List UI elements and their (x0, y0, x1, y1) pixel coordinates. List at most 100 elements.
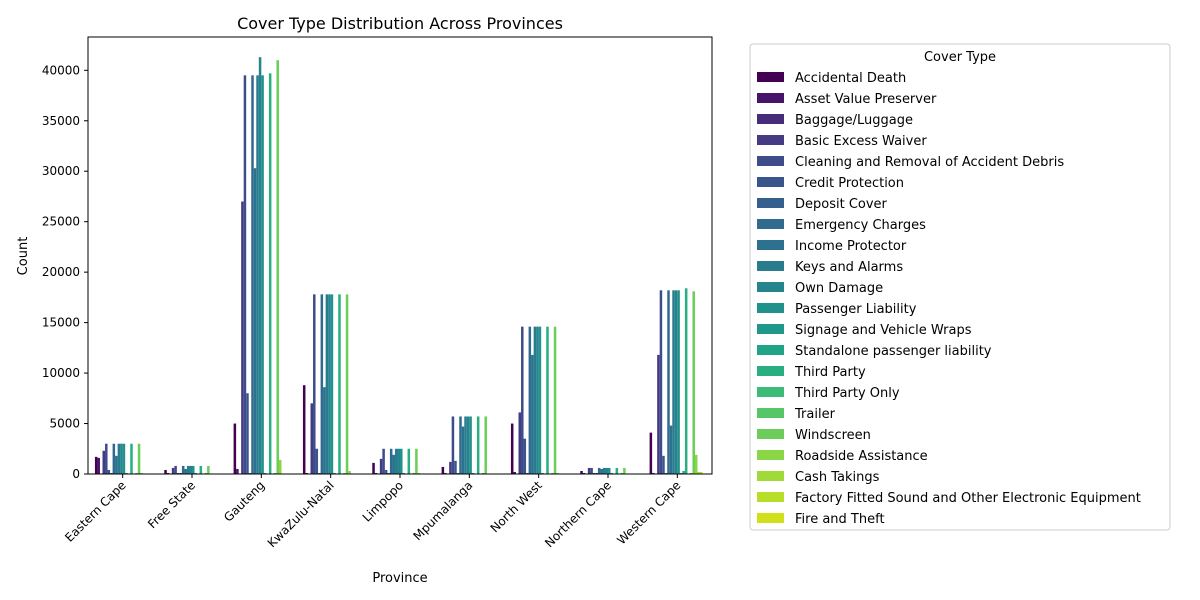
bar (125, 472, 128, 474)
x-axis: Eastern Cape Free State GautengKwaZulu-Nat… (62, 474, 683, 550)
bar (531, 354, 534, 474)
bar (348, 470, 351, 474)
legend-entry: Own Damage (795, 281, 883, 296)
bar (179, 472, 182, 474)
bar (587, 467, 591, 474)
bar (268, 73, 272, 474)
legend-entry: Roadside Assistance (795, 449, 928, 464)
bar (518, 412, 522, 474)
x-tick-label: Mpumalanga (410, 478, 475, 543)
bar (454, 460, 457, 474)
bar (602, 467, 606, 474)
legend-entry: Windscreen (795, 428, 871, 443)
bar (597, 467, 601, 474)
bar (700, 471, 703, 474)
bar (333, 472, 336, 474)
bar (400, 448, 403, 474)
bar (481, 472, 485, 474)
legend-swatch (757, 93, 784, 103)
bar (387, 472, 390, 474)
bar (459, 416, 462, 474)
legend-swatch (757, 492, 784, 502)
bar (600, 468, 603, 474)
bar (135, 472, 138, 474)
bar (412, 472, 416, 474)
legend-swatch (757, 387, 784, 397)
bar (330, 294, 334, 474)
bar (415, 448, 418, 474)
y-tick-label: 25000 (42, 215, 80, 229)
bar (328, 294, 331, 474)
bar (449, 461, 452, 474)
legend-swatch (757, 72, 784, 82)
legend-entry: Income Protector (795, 239, 907, 254)
y-tick-label: 20000 (42, 265, 80, 279)
bar (171, 467, 175, 474)
bar (199, 465, 203, 474)
bar (551, 472, 554, 474)
bar (526, 472, 529, 474)
x-tick-label: Gauteng (221, 478, 267, 524)
bar (464, 416, 467, 474)
legend-entry: Accidental Death (795, 71, 906, 86)
bar (273, 472, 277, 474)
bar (623, 467, 626, 474)
bar (189, 465, 192, 474)
bar (94, 456, 98, 474)
legend-entry: Signage and Vehicle Wraps (795, 323, 972, 338)
bar (402, 472, 406, 474)
bar (130, 443, 133, 474)
bar (417, 472, 421, 474)
legend-entry: Trailer (794, 407, 836, 422)
legend-swatch (757, 450, 784, 460)
legend-swatch (757, 135, 784, 145)
y-tick-label: 15000 (42, 316, 80, 330)
bar (397, 448, 400, 474)
bar (523, 438, 527, 474)
legend-swatch (757, 366, 784, 376)
bar (276, 60, 279, 475)
bar (233, 423, 237, 474)
bar (533, 326, 537, 474)
bars (94, 57, 703, 475)
chart-title: Cover Type Distribution Across Provinces (237, 14, 563, 33)
bar (243, 75, 247, 474)
bar (608, 467, 611, 474)
bar (521, 326, 524, 474)
bar (556, 472, 559, 474)
bar (112, 443, 116, 474)
legend-entry: Emergency Charges (795, 218, 926, 233)
bar (592, 472, 596, 474)
bar (466, 416, 470, 474)
bar (186, 465, 190, 474)
bar (528, 326, 532, 474)
bar (590, 467, 593, 474)
bar (471, 472, 475, 474)
legend-entry: Asset Value Preserver (795, 92, 937, 107)
bar (241, 201, 244, 474)
bar (115, 455, 118, 474)
bar (394, 448, 398, 474)
bar (441, 466, 445, 474)
bar (659, 290, 663, 474)
bar (538, 326, 542, 474)
bar (379, 458, 383, 474)
bar (605, 467, 608, 474)
bar (580, 470, 583, 474)
legend-entry: Keys and Alarms (795, 260, 903, 275)
bar (315, 448, 319, 474)
bar (248, 472, 252, 474)
bar (107, 469, 111, 474)
bar (694, 454, 698, 474)
legend-entry: Cleaning and Removal of Accident Debris (795, 155, 1064, 170)
bar (318, 472, 321, 474)
bar (610, 472, 614, 474)
bar (652, 472, 655, 474)
bar (305, 472, 308, 474)
bar (667, 290, 670, 474)
y-tick-label: 30000 (42, 164, 80, 178)
bar (166, 472, 170, 474)
bar (338, 294, 341, 474)
bar (672, 290, 675, 474)
bar (392, 454, 395, 474)
